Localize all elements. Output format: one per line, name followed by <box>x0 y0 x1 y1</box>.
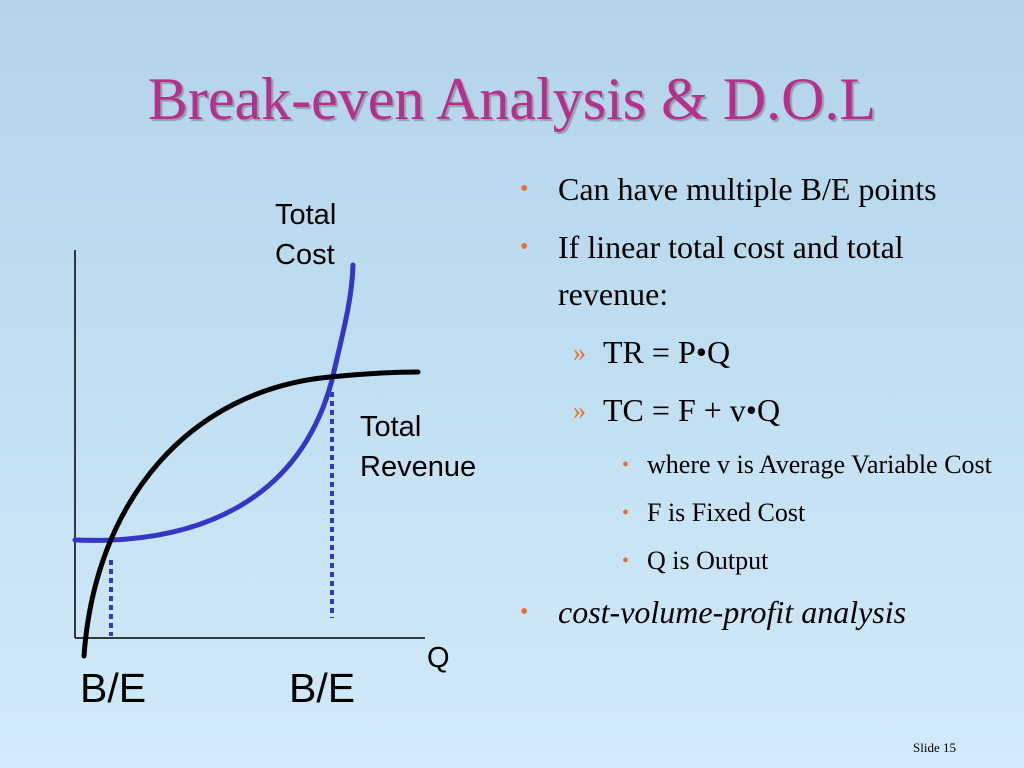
note-text: where v is Average Variable Cost <box>647 450 992 479</box>
sub-bullet-text: TR = P•Q <box>603 334 731 370</box>
breakeven-label-right: B/E <box>289 665 356 711</box>
note-text: Q is Output <box>647 546 769 575</box>
total-revenue-label-line2: Revenue <box>360 451 477 483</box>
slide-title: Break-even Analysis & D.O.L <box>147 66 877 132</box>
x-axis-label: Q <box>427 642 450 674</box>
total-revenue-label-line1: Total <box>360 411 422 443</box>
breakeven-label-left: B/E <box>80 665 147 711</box>
bullet-item: • cost-volume-profit analysis <box>516 589 1016 636</box>
note-bullet-item: • Q is Output <box>516 541 1016 581</box>
bullet-item: • Can have multiple B/E points <box>516 166 1016 213</box>
bullet-dot-icon: • <box>520 599 529 625</box>
sub-bullet-item: » TC = F + v•Q <box>516 387 1016 434</box>
bullet-text: Can have multiple B/E points <box>558 171 937 207</box>
note-text: F is Fixed Cost <box>647 498 806 527</box>
double-chevron-icon: » <box>573 338 586 367</box>
bullet-dot-icon: • <box>520 234 529 260</box>
total-cost-curve <box>72 262 356 543</box>
bullet-dot-icon: • <box>622 454 630 476</box>
total-cost-label-line2: Cost <box>275 239 335 271</box>
bullet-dot-icon: • <box>622 502 630 524</box>
bullet-text: If linear total cost and total revenue: <box>558 229 904 312</box>
bullet-dot-icon: • <box>520 176 529 202</box>
bullet-list: • Can have multiple B/E points • If line… <box>516 166 1016 647</box>
note-bullet-item: • where v is Average Variable Cost <box>516 445 1016 485</box>
slide-number: Slide 15 <box>913 740 956 755</box>
sub-bullet-text: TC = F + v•Q <box>603 392 781 428</box>
bullet-dot-icon: • <box>622 550 630 572</box>
note-bullet-item: • F is Fixed Cost <box>516 493 1016 533</box>
double-chevron-icon: » <box>573 396 586 425</box>
bullet-text: cost-volume-profit analysis <box>558 594 907 630</box>
sub-bullet-item: » TR = P•Q <box>516 329 1016 376</box>
total-cost-label-line1: Total <box>275 199 337 231</box>
bullet-item: • If linear total cost and total revenue… <box>516 224 1016 318</box>
total-revenue-curve <box>81 369 421 659</box>
